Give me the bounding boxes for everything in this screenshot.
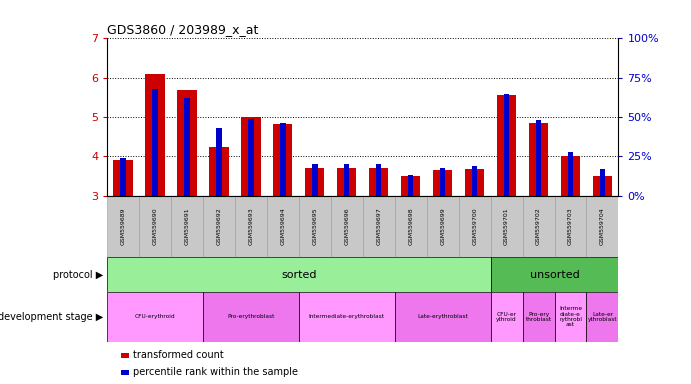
Bar xyxy=(401,176,420,196)
Bar xyxy=(305,167,325,196)
Bar xyxy=(504,94,509,196)
Text: GSM559696: GSM559696 xyxy=(344,208,349,245)
Text: CFU-er
ythroid: CFU-er ythroid xyxy=(496,311,517,322)
Bar xyxy=(107,292,203,342)
Text: percentile rank within the sample: percentile rank within the sample xyxy=(133,367,298,377)
Bar xyxy=(344,164,350,196)
Text: GSM559701: GSM559701 xyxy=(504,208,509,245)
Bar xyxy=(522,292,554,342)
Text: Late-er
ythroblast: Late-er ythroblast xyxy=(587,311,617,322)
Text: Late-erythroblast: Late-erythroblast xyxy=(417,314,468,319)
Bar xyxy=(216,128,222,196)
Bar xyxy=(536,120,541,196)
Bar xyxy=(491,292,522,342)
Bar xyxy=(139,196,171,257)
Bar xyxy=(248,119,254,196)
Bar xyxy=(235,196,267,257)
Bar xyxy=(568,152,574,196)
Bar xyxy=(440,167,446,196)
Text: unsorted: unsorted xyxy=(530,270,579,280)
Bar xyxy=(203,292,299,342)
Text: GSM559699: GSM559699 xyxy=(440,208,445,245)
Text: Intermediate-erythroblast: Intermediate-erythroblast xyxy=(309,314,385,319)
Bar xyxy=(459,196,491,257)
Text: GSM559703: GSM559703 xyxy=(568,208,573,245)
Bar xyxy=(587,196,618,257)
Bar xyxy=(408,175,413,196)
Bar xyxy=(433,170,452,196)
Bar xyxy=(376,164,381,196)
Bar xyxy=(600,169,605,196)
Bar xyxy=(395,292,491,342)
Bar xyxy=(178,89,196,196)
Bar xyxy=(107,196,139,257)
Text: Interme
diate-e
rythrobl
ast: Interme diate-e rythrobl ast xyxy=(559,306,582,328)
Text: development stage ▶: development stage ▶ xyxy=(0,312,104,322)
Bar xyxy=(554,196,587,257)
Bar xyxy=(113,161,133,196)
Text: GSM559691: GSM559691 xyxy=(184,208,189,245)
Bar xyxy=(312,164,318,196)
Bar xyxy=(203,196,235,257)
Text: GSM559697: GSM559697 xyxy=(377,208,381,245)
Text: GSM559690: GSM559690 xyxy=(153,208,158,245)
Bar xyxy=(587,292,618,342)
Bar xyxy=(171,196,203,257)
Text: GSM559704: GSM559704 xyxy=(600,208,605,245)
Text: GSM559692: GSM559692 xyxy=(216,208,221,245)
Text: GSM559689: GSM559689 xyxy=(121,208,126,245)
Bar xyxy=(184,98,190,196)
Bar xyxy=(152,89,158,196)
Bar xyxy=(267,196,299,257)
Bar xyxy=(299,196,331,257)
Bar xyxy=(465,169,484,196)
Bar xyxy=(491,196,522,257)
Text: GSM559700: GSM559700 xyxy=(472,208,477,245)
Bar xyxy=(522,196,554,257)
Text: Pro-ery
throblast: Pro-ery throblast xyxy=(525,311,551,322)
Bar xyxy=(497,96,516,196)
Bar xyxy=(491,257,618,292)
Bar xyxy=(395,196,427,257)
Bar xyxy=(369,167,388,196)
Text: GSM559702: GSM559702 xyxy=(536,208,541,245)
Bar xyxy=(363,196,395,257)
Bar xyxy=(241,117,261,196)
Text: protocol ▶: protocol ▶ xyxy=(53,270,104,280)
Text: GDS3860 / 203989_x_at: GDS3860 / 203989_x_at xyxy=(107,23,258,36)
Bar xyxy=(209,147,229,196)
Text: transformed count: transformed count xyxy=(133,350,223,360)
Text: sorted: sorted xyxy=(281,270,316,280)
Text: GSM559694: GSM559694 xyxy=(281,208,285,245)
Text: Pro-erythroblast: Pro-erythroblast xyxy=(227,314,274,319)
Bar xyxy=(280,123,285,196)
Text: GSM559693: GSM559693 xyxy=(249,208,254,245)
Bar xyxy=(472,166,477,196)
Bar xyxy=(337,167,357,196)
Text: GSM559695: GSM559695 xyxy=(312,208,317,245)
Bar xyxy=(561,157,580,196)
Bar xyxy=(107,257,491,292)
Bar xyxy=(273,124,292,196)
Bar xyxy=(331,196,363,257)
Bar xyxy=(299,292,395,342)
Text: GSM559698: GSM559698 xyxy=(408,208,413,245)
Bar xyxy=(427,196,459,257)
Bar xyxy=(145,74,164,196)
Text: CFU-erythroid: CFU-erythroid xyxy=(135,314,176,319)
Bar xyxy=(529,123,548,196)
Bar xyxy=(593,176,612,196)
Bar xyxy=(120,158,126,196)
Bar xyxy=(554,292,587,342)
